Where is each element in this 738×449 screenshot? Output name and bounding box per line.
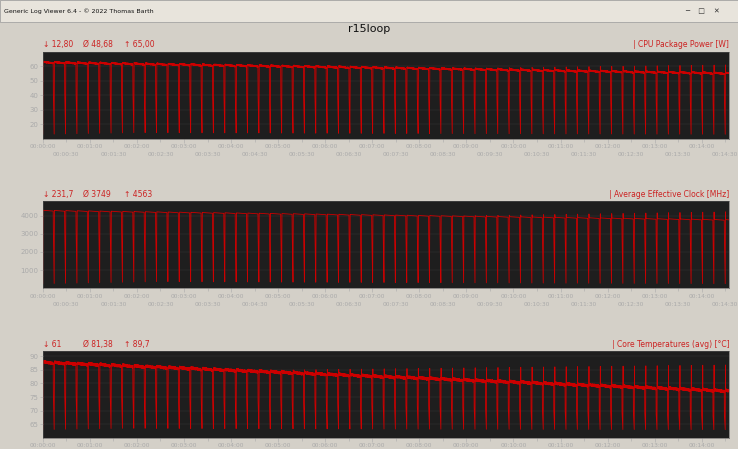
Text: r15loop: r15loop xyxy=(348,24,390,34)
Text: ↑ 65,00: ↑ 65,00 xyxy=(124,40,154,49)
Text: | Core Temperatures (avg) [°C]: | Core Temperatures (avg) [°C] xyxy=(612,339,729,348)
Text: ↓ 61: ↓ 61 xyxy=(43,339,66,348)
Text: Generic Log Viewer 6.4 - © 2022 Thomas Barth: Generic Log Viewer 6.4 - © 2022 Thomas B… xyxy=(4,8,154,13)
Text: ↑ 4563: ↑ 4563 xyxy=(124,190,152,199)
Text: Ø 81,38: Ø 81,38 xyxy=(83,339,118,348)
Text: ↓ 12,80: ↓ 12,80 xyxy=(43,40,77,49)
Text: ↑ 89,7: ↑ 89,7 xyxy=(124,339,150,348)
Text: ↓ 231,7: ↓ 231,7 xyxy=(43,190,78,199)
Text: Ø 48,68: Ø 48,68 xyxy=(83,40,118,49)
Text: | CPU Package Power [W]: | CPU Package Power [W] xyxy=(633,40,729,49)
Text: Ø 3749: Ø 3749 xyxy=(83,190,116,199)
Text: | Average Effective Clock [MHz]: | Average Effective Clock [MHz] xyxy=(609,190,729,199)
Text: ─    □    ✕: ─ □ ✕ xyxy=(685,8,720,14)
